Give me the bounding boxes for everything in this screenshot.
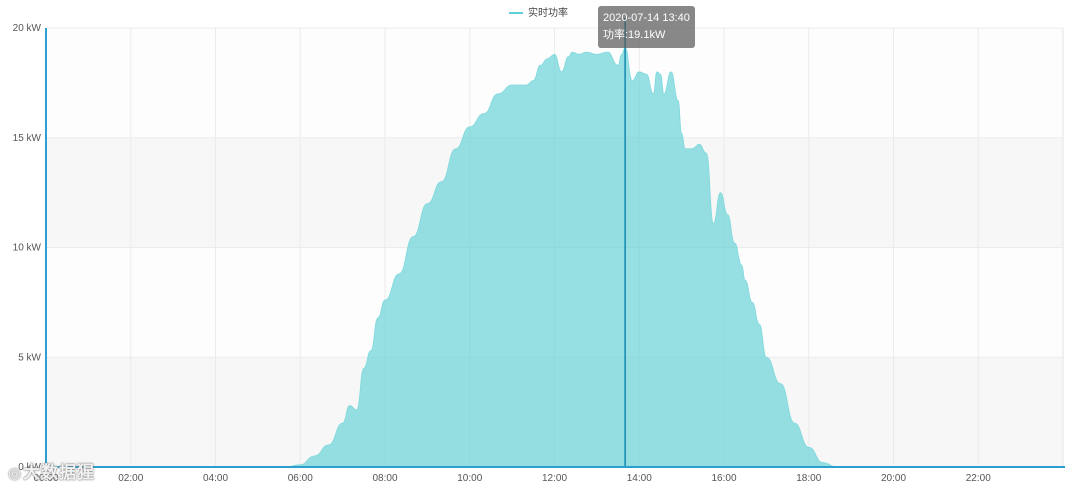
y-tick-label: 20 kW <box>13 23 42 34</box>
legend: 实时功率 <box>509 6 568 19</box>
tooltip-value: 功率:19.1kW <box>603 29 666 41</box>
tooltip-time: 2020-07-14 13:40 <box>603 12 690 24</box>
x-tick-label: 04:00 <box>203 473 228 484</box>
wechat-icon: ◎ <box>8 465 23 482</box>
y-tick-label: 5 kW <box>18 352 41 363</box>
x-tick-label: 18:00 <box>796 473 821 484</box>
x-tick-label: 00:00 <box>33 473 58 484</box>
x-tick-label: 06:00 <box>288 473 313 484</box>
x-tick-label: 08:00 <box>372 473 397 484</box>
legend-label: 实时功率 <box>528 6 568 19</box>
x-tick-label: 20:00 <box>881 473 906 484</box>
series-area <box>45 47 1063 468</box>
y-tick-label: 0 kW <box>18 462 41 473</box>
y-tick-label: 15 kW <box>13 133 42 144</box>
x-tick-label: 22:00 <box>966 473 991 484</box>
y-tick-label: 10 kW <box>13 243 42 254</box>
x-tick-label: 02:00 <box>118 473 143 484</box>
x-tick-label: 14:00 <box>627 473 652 484</box>
watermark: ◎大数据猩 <box>8 458 95 483</box>
watermark-text: 大数据猩 <box>23 463 96 482</box>
x-tick-label: 10:00 <box>457 473 482 484</box>
x-tick-label: 16:00 <box>711 473 736 484</box>
chart-tooltip: 2020-07-14 13:40 功率:19.1kW <box>598 6 695 48</box>
x-tick-label: 12:00 <box>542 473 567 484</box>
